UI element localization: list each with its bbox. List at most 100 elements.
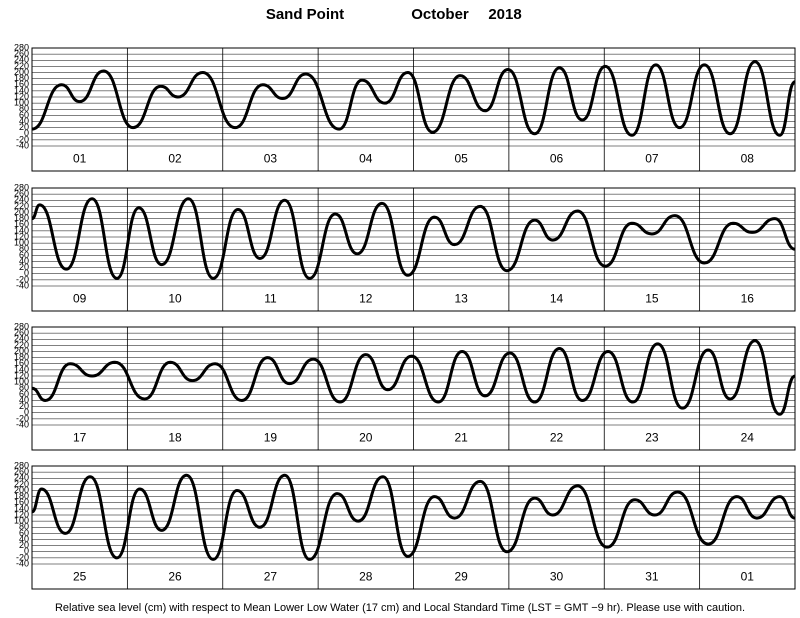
- y-tick-label: 280: [14, 182, 29, 192]
- y-tick-label: 180: [14, 213, 29, 223]
- y-tick-label: 140: [14, 364, 29, 374]
- y-tick-label: 0: [24, 268, 29, 278]
- y-tick-label: 260: [14, 467, 29, 477]
- y-tick-label: 0: [24, 128, 29, 138]
- y-tick-label: 280: [14, 460, 29, 470]
- y-tick-label: 140: [14, 85, 29, 95]
- y-tick-label: -20: [16, 413, 29, 423]
- day-label: 23: [645, 431, 659, 445]
- day-label: 22: [550, 431, 564, 445]
- day-label: 29: [455, 570, 469, 584]
- day-label: 02: [168, 152, 182, 166]
- y-tick-label: 260: [14, 328, 29, 338]
- day-label: 10: [168, 292, 182, 306]
- y-tick-label: 100: [14, 238, 29, 248]
- y-tick-label: -40: [16, 140, 29, 150]
- y-tick-label: 160: [14, 497, 29, 507]
- y-tick-label: 240: [14, 55, 29, 65]
- day-label: 28: [359, 570, 373, 584]
- y-tick-label: 60: [19, 528, 29, 538]
- y-tick-label: 60: [19, 250, 29, 260]
- footnote: Relative sea level (cm) with respect to …: [55, 602, 745, 614]
- tide-curve: [31, 60, 797, 137]
- day-label: 13: [455, 292, 469, 306]
- y-tick-label: 20: [19, 122, 29, 132]
- day-label: 19: [264, 431, 278, 445]
- y-tick-label: 60: [19, 389, 29, 399]
- day-label: 04: [359, 152, 373, 166]
- day-label: 06: [550, 152, 564, 166]
- y-tick-label: -20: [16, 134, 29, 144]
- y-tick-label: 200: [14, 485, 29, 495]
- y-tick-label: 260: [14, 49, 29, 59]
- y-tick-label: -40: [16, 419, 29, 429]
- y-tick-label: 20: [19, 540, 29, 550]
- y-tick-label: 120: [14, 91, 29, 101]
- y-tick-label: 220: [14, 340, 29, 350]
- y-tick-label: 20: [19, 262, 29, 272]
- y-tick-label: 280: [14, 321, 29, 331]
- day-label: 18: [168, 431, 182, 445]
- y-tick-label: -20: [16, 552, 29, 562]
- y-tick-label: 200: [14, 207, 29, 217]
- y-tick-label: 220: [14, 201, 29, 211]
- y-tick-label: 220: [14, 61, 29, 71]
- day-label: 15: [645, 292, 659, 306]
- day-label: 05: [455, 152, 469, 166]
- y-tick-label: 0: [24, 407, 29, 417]
- day-label: 26: [168, 570, 182, 584]
- tide-curve: [31, 473, 796, 561]
- y-tick-label: 180: [14, 352, 29, 362]
- y-tick-label: 280: [14, 42, 29, 52]
- y-tick-label: 140: [14, 503, 29, 513]
- day-label: 11: [264, 292, 277, 306]
- day-label: 09: [73, 292, 87, 306]
- y-tick-label: 40: [19, 534, 29, 544]
- y-tick-label: 160: [14, 219, 29, 229]
- y-tick-label: -20: [16, 274, 29, 284]
- y-tick-label: -40: [16, 558, 29, 568]
- tide-curve: [31, 339, 796, 416]
- y-tick-label: 40: [19, 116, 29, 126]
- y-tick-label: 40: [19, 395, 29, 405]
- day-label: 21: [455, 431, 469, 445]
- y-tick-label: 40: [19, 256, 29, 266]
- day-label: 24: [741, 431, 755, 445]
- day-label: 12: [359, 292, 373, 306]
- y-tick-label: 120: [14, 231, 29, 241]
- y-tick-label: 180: [14, 491, 29, 501]
- y-tick-label: 200: [14, 67, 29, 77]
- y-tick-label: 100: [14, 516, 29, 526]
- y-tick-label: 80: [19, 522, 29, 532]
- y-tick-label: 100: [14, 98, 29, 108]
- y-tick-label: 20: [19, 401, 29, 411]
- y-tick-label: -40: [16, 280, 29, 290]
- day-label: 31: [645, 570, 659, 584]
- y-tick-label: 120: [14, 370, 29, 380]
- y-tick-label: 140: [14, 225, 29, 235]
- y-tick-label: 200: [14, 346, 29, 356]
- y-tick-label: 80: [19, 383, 29, 393]
- day-label: 16: [741, 292, 755, 306]
- y-tick-label: 220: [14, 479, 29, 489]
- day-label: 14: [550, 292, 564, 306]
- y-tick-label: 240: [14, 473, 29, 483]
- day-label: 27: [264, 570, 278, 584]
- tide-curve: [31, 197, 796, 280]
- y-tick-label: 260: [14, 189, 29, 199]
- day-label: 03: [264, 152, 278, 166]
- day-label: 01: [73, 152, 87, 166]
- y-tick-label: 60: [19, 110, 29, 120]
- day-label: 07: [645, 152, 659, 166]
- y-tick-label: 80: [19, 244, 29, 254]
- y-tick-label: 160: [14, 79, 29, 89]
- day-label: 20: [359, 431, 373, 445]
- y-tick-label: 160: [14, 358, 29, 368]
- day-label: 17: [73, 431, 87, 445]
- y-tick-label: 80: [19, 104, 29, 114]
- month: October: [411, 6, 469, 23]
- day-label: 01: [741, 570, 755, 584]
- y-tick-label: 100: [14, 377, 29, 387]
- year: 2018: [488, 6, 521, 23]
- y-tick-label: 180: [14, 73, 29, 83]
